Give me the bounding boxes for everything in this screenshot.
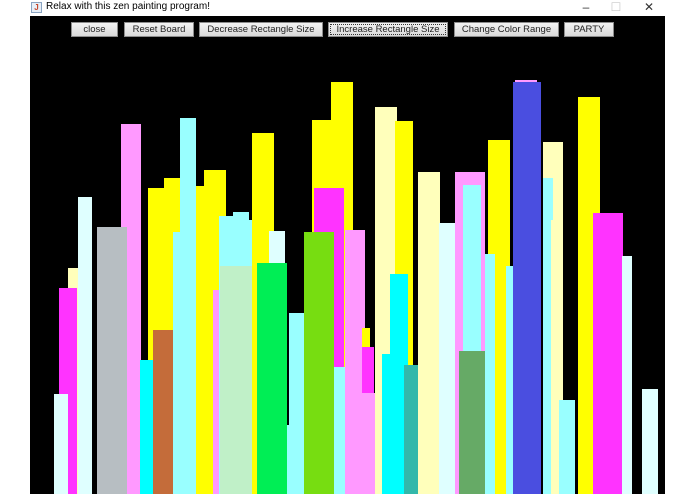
minimize-icon[interactable]: – [582,0,590,14]
app-window: close Reset Board Decrease Rectangle Siz… [30,16,665,494]
painted-rectangle [97,227,127,494]
decrease-rectangle-size-button[interactable]: Decrease Rectangle Size [199,22,323,37]
painted-rectangle [506,266,516,494]
painted-rectangle [593,213,623,494]
painted-rectangle [78,197,92,494]
painted-rectangle [289,313,305,494]
change-color-range-button[interactable]: Change Color Range [454,22,559,37]
painted-rectangle [622,256,632,494]
painted-rectangle [304,232,334,494]
java-coffee-icon: J [31,2,42,13]
title-bar: J Relax with this zen painting program! … [0,0,695,16]
painted-rectangle [513,82,541,494]
painted-rectangle [439,223,457,494]
maximize-icon[interactable]: ☐ [610,0,622,14]
painted-rectangle [173,232,183,494]
close-button[interactable]: close [71,22,118,37]
toolbar: close Reset Board Decrease Rectangle Siz… [30,16,665,44]
painted-rectangle [257,263,287,494]
painted-rectangle [382,354,406,494]
increase-rectangle-size-button[interactable]: Increase Rectangle Size [328,22,448,37]
painting-canvas[interactable] [30,44,665,494]
painted-rectangle [220,266,258,494]
painted-rectangle [418,172,440,494]
painted-rectangle [54,394,68,494]
painted-rectangle [485,254,495,494]
painted-rectangle [213,290,223,494]
painted-rectangle [180,118,196,494]
painted-rectangle [349,393,377,494]
party-button[interactable]: PARTY [564,22,614,37]
reset-board-button[interactable]: Reset Board [124,22,194,37]
painted-rectangle [459,351,489,494]
close-window-icon[interactable]: ✕ [643,0,655,14]
window-title: Relax with this zen painting program! [46,1,210,12]
painted-rectangle [543,178,553,494]
painted-rectangle [140,360,154,494]
painted-rectangle [642,389,658,494]
painted-rectangle [559,400,575,494]
